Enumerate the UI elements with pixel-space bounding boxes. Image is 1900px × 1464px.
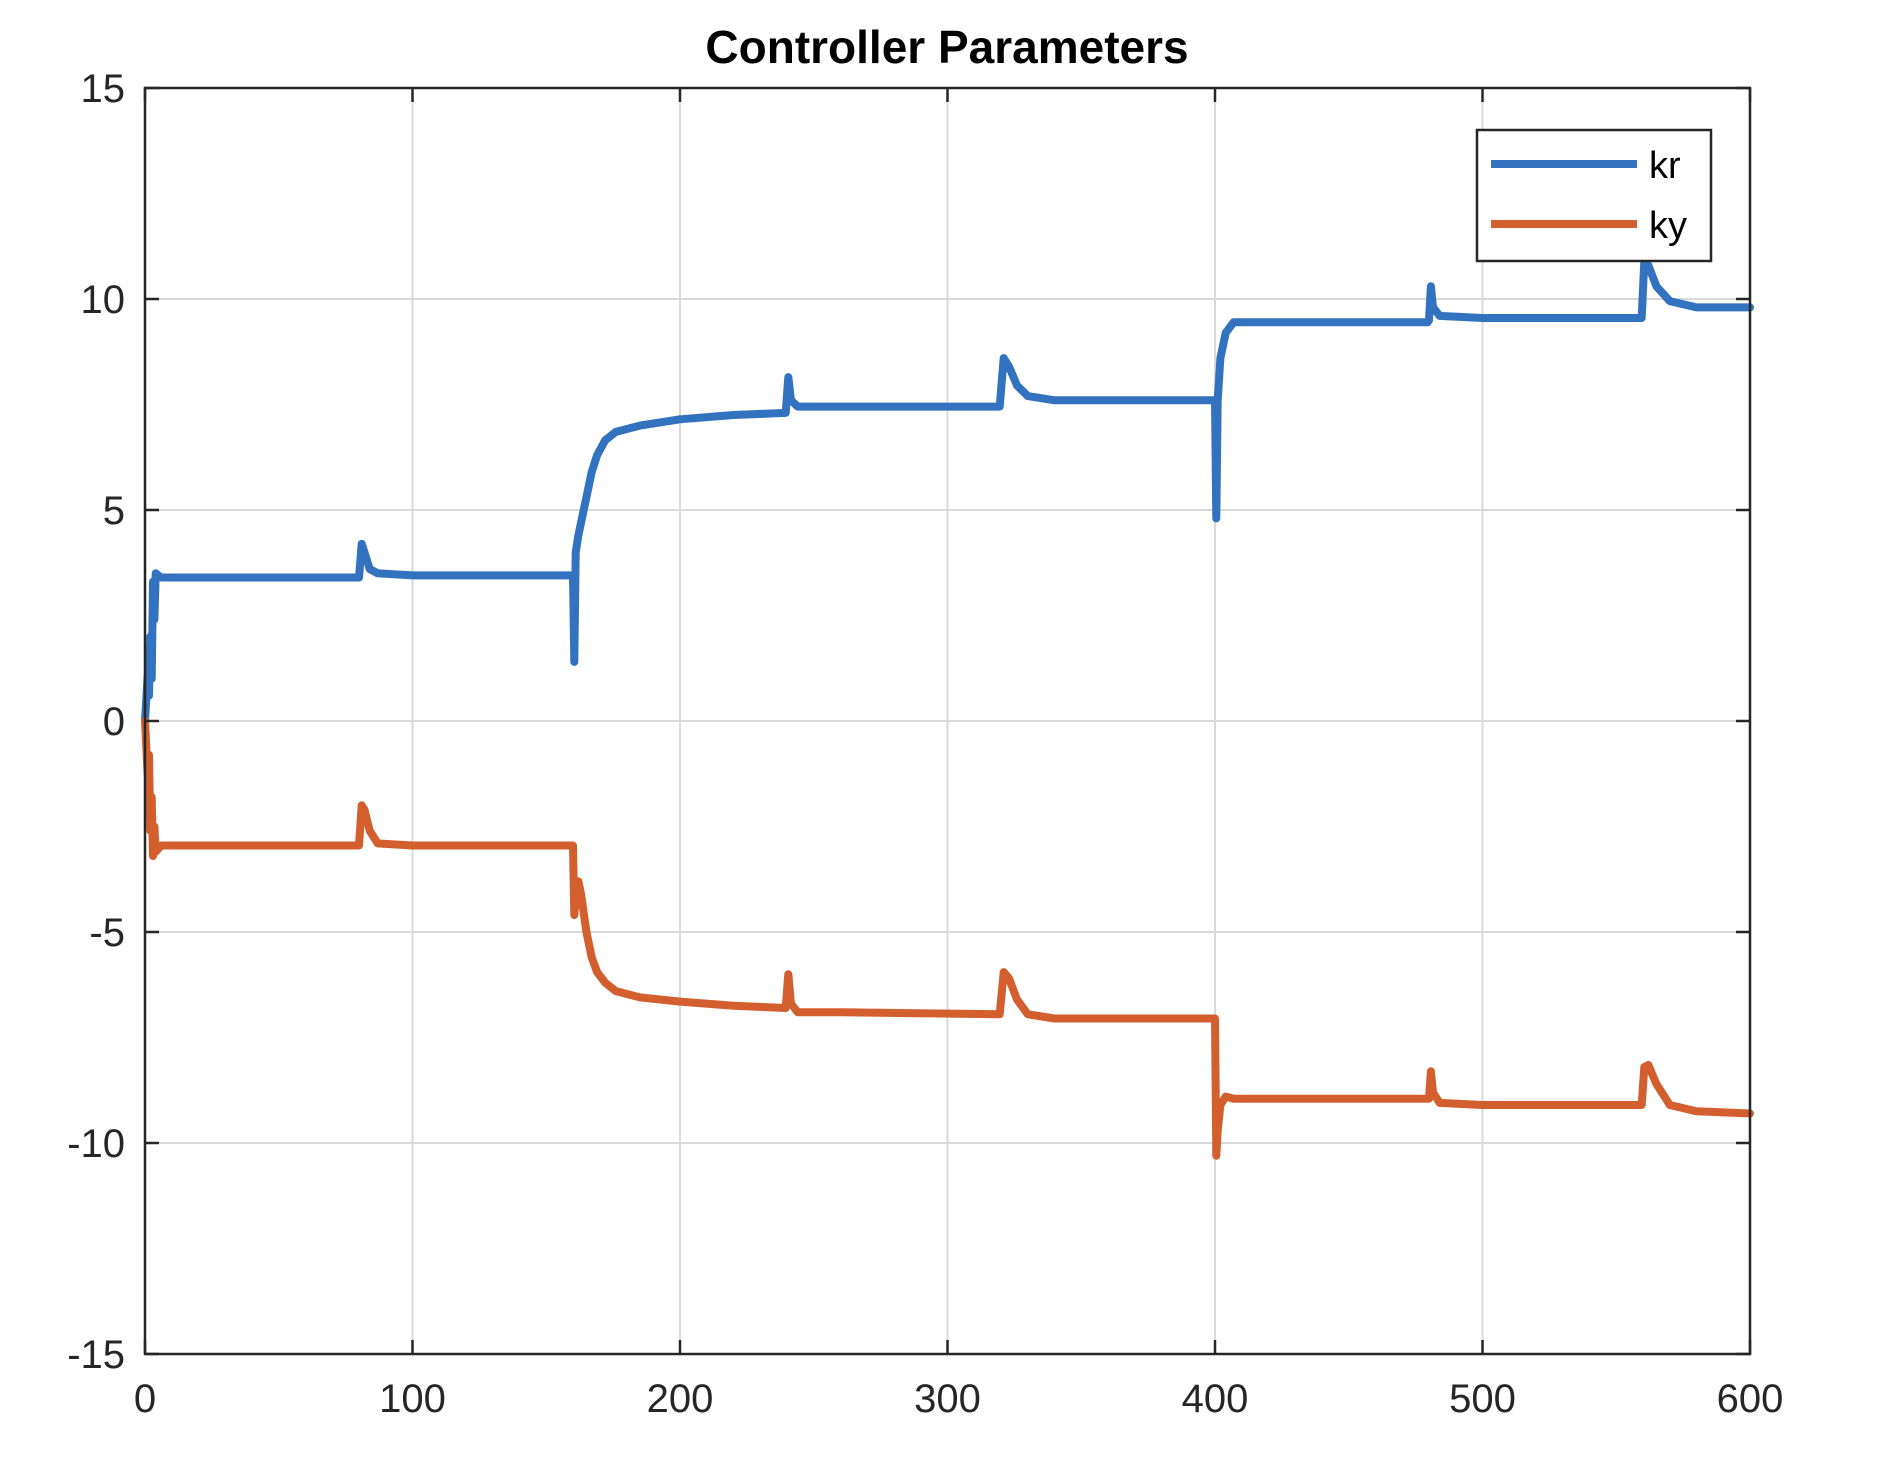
legend-box	[1475, 128, 1713, 263]
legend-label-kr: kr	[1649, 145, 1681, 187]
x-tick-labels: 0 100 200 300 400 500 600	[134, 1377, 1784, 1421]
y-tick-labels: 15 10 5 0 -5 -10 -15	[67, 67, 125, 1377]
y-tick-label: 0	[103, 700, 125, 744]
x-tick-label: 100	[379, 1377, 446, 1421]
x-tick-label: 600	[1717, 1377, 1784, 1421]
y-tick-label: 10	[81, 278, 126, 322]
legend: kr ky	[1475, 128, 1713, 263]
x-tick-label: 200	[647, 1377, 714, 1421]
series-line-kr	[141, 257, 1754, 725]
x-tick-label: 300	[914, 1377, 981, 1421]
y-tick-label: -15	[67, 1333, 125, 1377]
y-tick-label: -5	[89, 911, 125, 955]
y-tick-label: 5	[103, 489, 125, 533]
chart-title: Controller Parameters	[705, 21, 1188, 73]
tick-marks	[143, 86, 1752, 1356]
x-tick-label: 500	[1449, 1377, 1516, 1421]
y-tick-label: 15	[81, 67, 126, 111]
x-tick-label: 0	[134, 1377, 156, 1421]
x-tick-label: 400	[1182, 1377, 1249, 1421]
y-tick-label: -10	[67, 1122, 125, 1166]
series-line-ky	[141, 717, 1754, 1160]
series-layer	[141, 257, 1754, 1160]
legend-label-ky: ky	[1649, 205, 1687, 247]
grid-lines	[145, 88, 1750, 1354]
